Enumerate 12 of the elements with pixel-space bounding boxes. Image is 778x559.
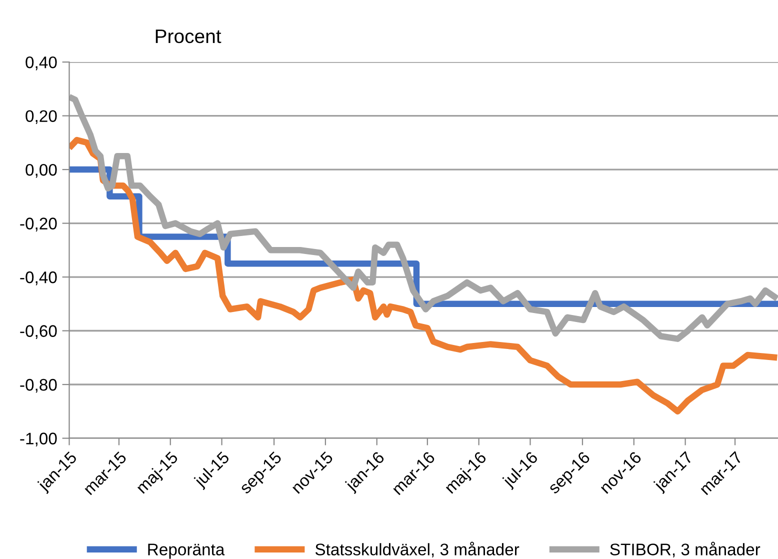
y-tick-label: -0,60 bbox=[20, 325, 57, 339]
y-tick-label: 0,40 bbox=[26, 56, 57, 70]
y-axis-title: Procent bbox=[156, 30, 222, 44]
y-tick-label: 0,20 bbox=[26, 110, 57, 124]
legend-label: Statsskuldväxel, 3 månader bbox=[315, 542, 520, 558]
y-tick-label: -0,80 bbox=[20, 378, 57, 393]
y-tick-label: -1,00 bbox=[20, 432, 57, 446]
y-tick-label: -0,20 bbox=[20, 218, 57, 232]
y-tick-label: -0,40 bbox=[20, 271, 57, 286]
legend-label: Reporänta bbox=[148, 544, 225, 559]
legend-label: STIBOR, 3 månader bbox=[610, 542, 760, 558]
y-tick-label: 0,00 bbox=[26, 164, 57, 178]
